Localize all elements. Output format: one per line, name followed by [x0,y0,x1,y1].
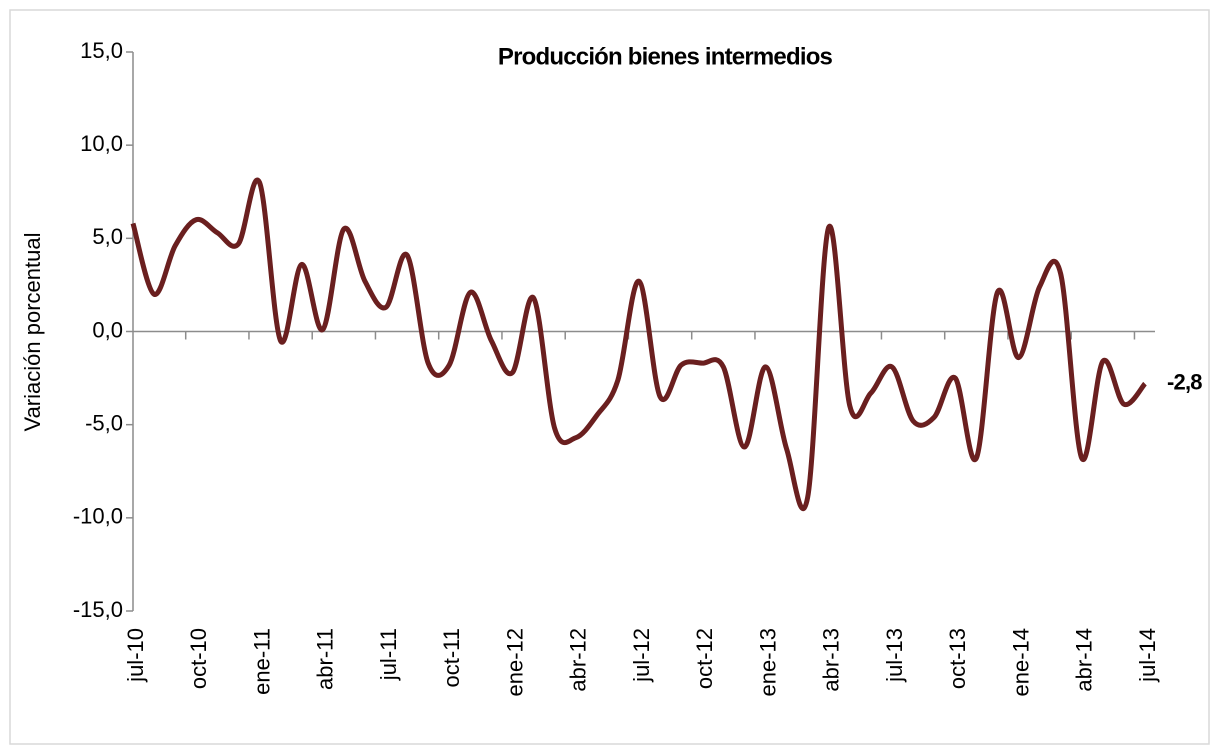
x-tick-label: oct-11 [439,628,464,688]
y-tick-label: -15,0 [73,597,123,622]
x-tick-label: abr-14 [1072,628,1097,692]
x-tick-label: jul-13 [882,628,907,683]
y-tick-label: 15,0 [80,38,123,63]
x-tick-label: oct-12 [692,628,717,689]
y-tick-label: 0,0 [92,317,123,342]
chart-title: Producción bienes intermedios [498,43,833,70]
x-tick-label: ene-14 [1008,628,1033,697]
y-tick-label: -10,0 [73,504,123,529]
y-tick-label: 5,0 [92,224,123,249]
x-tick-label: jul-11 [376,628,401,681]
x-tick-label: ene-12 [502,628,527,697]
y-tick-label: -5,0 [85,410,123,435]
chart-frame [9,9,1210,745]
x-tick-label: ene-13 [755,628,780,697]
x-tick-label: abr-13 [819,628,844,692]
x-tick-label: abr-11 [313,628,338,690]
x-tick-label: jul-12 [629,628,654,683]
x-tick-label: ene-11 [249,628,274,695]
x-tick-label: oct-10 [186,628,211,689]
x-tick-label: jul-10 [123,628,148,683]
data-line [130,177,1147,511]
x-tick-label: oct-13 [945,628,970,689]
y-tick-label: 10,0 [80,131,123,156]
x-tick-label: abr-12 [566,628,591,692]
x-tick-label: jul-14 [1135,628,1160,683]
y-axis-title: Variación porcentual [20,233,45,432]
data-label: -2,8 [1167,369,1202,394]
